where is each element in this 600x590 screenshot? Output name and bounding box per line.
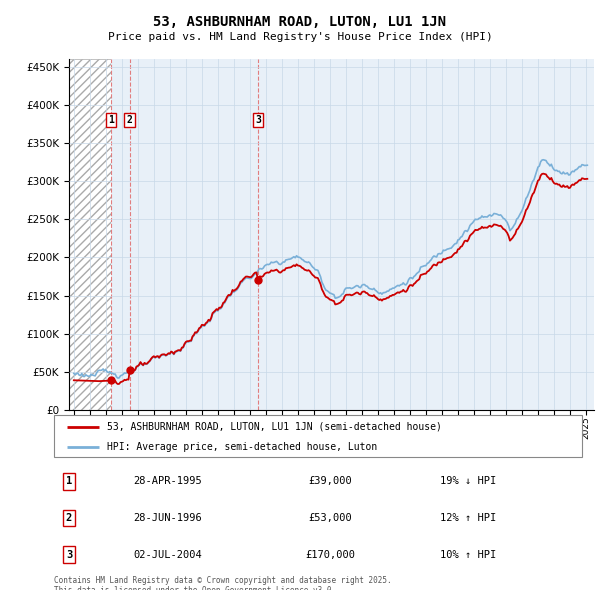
Text: 28-JUN-1996: 28-JUN-1996 <box>134 513 202 523</box>
Text: 1: 1 <box>108 115 114 125</box>
Text: £170,000: £170,000 <box>305 550 355 559</box>
Text: 28-APR-1995: 28-APR-1995 <box>134 477 202 486</box>
Text: 53, ASHBURNHAM ROAD, LUTON, LU1 1JN (semi-detached house): 53, ASHBURNHAM ROAD, LUTON, LU1 1JN (sem… <box>107 422 442 432</box>
Text: 3: 3 <box>66 550 72 559</box>
Text: £39,000: £39,000 <box>308 477 352 486</box>
Text: 19% ↓ HPI: 19% ↓ HPI <box>440 477 496 486</box>
Text: Contains HM Land Registry data © Crown copyright and database right 2025.
This d: Contains HM Land Registry data © Crown c… <box>54 576 392 590</box>
Text: £53,000: £53,000 <box>308 513 352 523</box>
Bar <box>111 59 594 410</box>
Text: 2: 2 <box>127 115 133 125</box>
Text: 10% ↑ HPI: 10% ↑ HPI <box>440 550 496 559</box>
Text: HPI: Average price, semi-detached house, Luton: HPI: Average price, semi-detached house,… <box>107 442 377 451</box>
Text: 12% ↑ HPI: 12% ↑ HPI <box>440 513 496 523</box>
Text: 02-JUL-2004: 02-JUL-2004 <box>134 550 202 559</box>
Text: 53, ASHBURNHAM ROAD, LUTON, LU1 1JN: 53, ASHBURNHAM ROAD, LUTON, LU1 1JN <box>154 15 446 29</box>
Text: Price paid vs. HM Land Registry's House Price Index (HPI): Price paid vs. HM Land Registry's House … <box>107 32 493 42</box>
Text: 2: 2 <box>66 513 72 523</box>
Text: 3: 3 <box>255 115 261 125</box>
Text: 1: 1 <box>66 477 72 486</box>
Bar <box>69 59 111 410</box>
